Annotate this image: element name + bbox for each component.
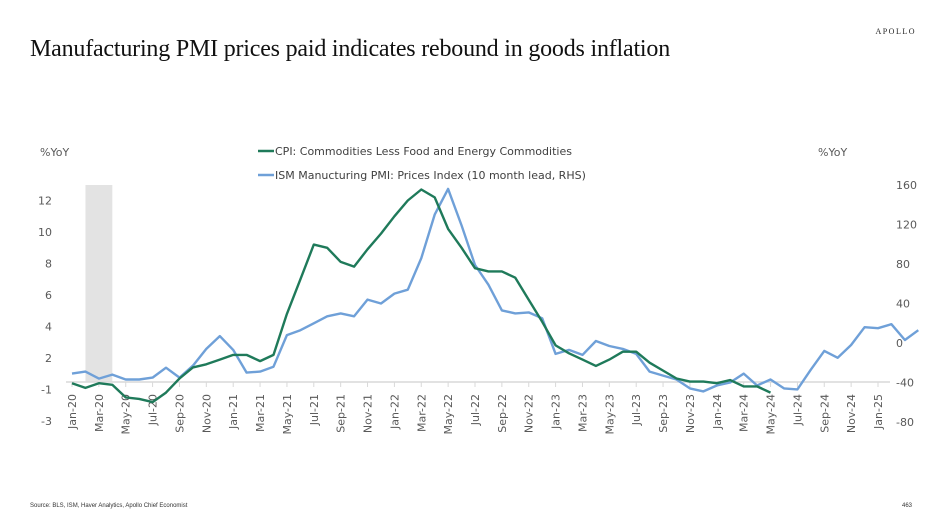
left-tick-label: 4 xyxy=(45,321,52,334)
right-tick-label: -40 xyxy=(896,377,914,390)
x-tick-label: Sep-23 xyxy=(657,394,670,433)
x-tick-label: Jan-23 xyxy=(550,394,563,430)
right-tick-label: 120 xyxy=(896,219,917,232)
x-tick-label: Jul-23 xyxy=(630,394,643,426)
x-tick-label: Nov-23 xyxy=(684,394,697,433)
left-tick-label: 8 xyxy=(45,258,52,271)
x-tick-label: Nov-22 xyxy=(523,394,536,433)
x-tick-label: Mar-23 xyxy=(576,394,589,432)
right-axis: 160 120 80 40 0 -40 -80 xyxy=(896,179,917,429)
source-note: Source: BLS, ISM, Haver Analytics, Apoll… xyxy=(30,503,188,509)
right-tick-label: 80 xyxy=(896,258,910,271)
left-tick-label: 6 xyxy=(45,289,52,302)
x-tick-label: Sep-21 xyxy=(335,394,348,433)
recession-bar xyxy=(85,185,113,382)
legend-label-cpi: CPI: Commodities Less Food and Energy Co… xyxy=(275,145,572,158)
left-tick-label: 10 xyxy=(38,226,52,239)
x-tick-label: May-24 xyxy=(765,394,778,435)
x-tick-label: Sep-24 xyxy=(818,394,831,433)
page-number: 463 xyxy=(901,503,912,509)
left-axis: 12 10 8 6 4 2 -1 -3 xyxy=(38,195,52,429)
x-tick-label: Nov-24 xyxy=(845,394,858,433)
x-tick-label: Mar-21 xyxy=(254,394,267,432)
x-tick-label: Mar-24 xyxy=(738,394,751,432)
x-tick-label: Jan-25 xyxy=(872,394,885,430)
x-tick-label: Mar-22 xyxy=(415,394,428,432)
x-tick-label: Jul-24 xyxy=(791,394,804,426)
left-axis-unit: %YoY xyxy=(40,146,69,159)
x-tick-label: Sep-22 xyxy=(496,394,509,433)
right-tick-label: -80 xyxy=(896,416,914,429)
legend-label-ism: ISM Manucturing PMI: Prices Index (10 mo… xyxy=(275,169,586,182)
cpi-line xyxy=(71,188,772,404)
left-tick-label: 12 xyxy=(38,195,52,208)
x-tick-label: Nov-20 xyxy=(200,394,213,433)
x-tick-label: May-21 xyxy=(281,394,294,435)
series-layer xyxy=(71,187,920,404)
x-tick-label: Jan-24 xyxy=(711,394,724,430)
x-tick-label: Sep-20 xyxy=(173,394,186,433)
x-tick-label: Jan-22 xyxy=(388,394,401,430)
right-tick-label: 0 xyxy=(896,337,903,350)
x-tick-label: Jan-21 xyxy=(227,394,240,430)
right-axis-unit: %YoY xyxy=(818,146,847,159)
ism-line xyxy=(71,187,920,393)
x-tick-label: Jul-21 xyxy=(308,394,321,426)
chart-title: Manufacturing PMI prices paid indicates … xyxy=(30,36,670,62)
left-tick-label: 2 xyxy=(45,352,52,365)
x-tick-label: May-22 xyxy=(442,394,455,435)
x-tick-label: Nov-21 xyxy=(362,394,375,433)
x-tick-label: May-23 xyxy=(603,394,616,435)
left-tick-label: -3 xyxy=(41,415,52,428)
x-tick-label: Jul-22 xyxy=(469,394,482,426)
x-tick-label: May-20 xyxy=(120,394,133,435)
brand-logo: APOLLO xyxy=(875,27,916,36)
right-tick-label: 40 xyxy=(896,298,910,311)
legend: CPI: Commodities Less Food and Energy Co… xyxy=(258,145,586,182)
x-tick-label: Jan-20 xyxy=(66,394,79,430)
x-tick-label: Mar-20 xyxy=(93,394,106,432)
left-tick-label: -1 xyxy=(41,384,52,397)
right-tick-label: 160 xyxy=(896,179,917,192)
